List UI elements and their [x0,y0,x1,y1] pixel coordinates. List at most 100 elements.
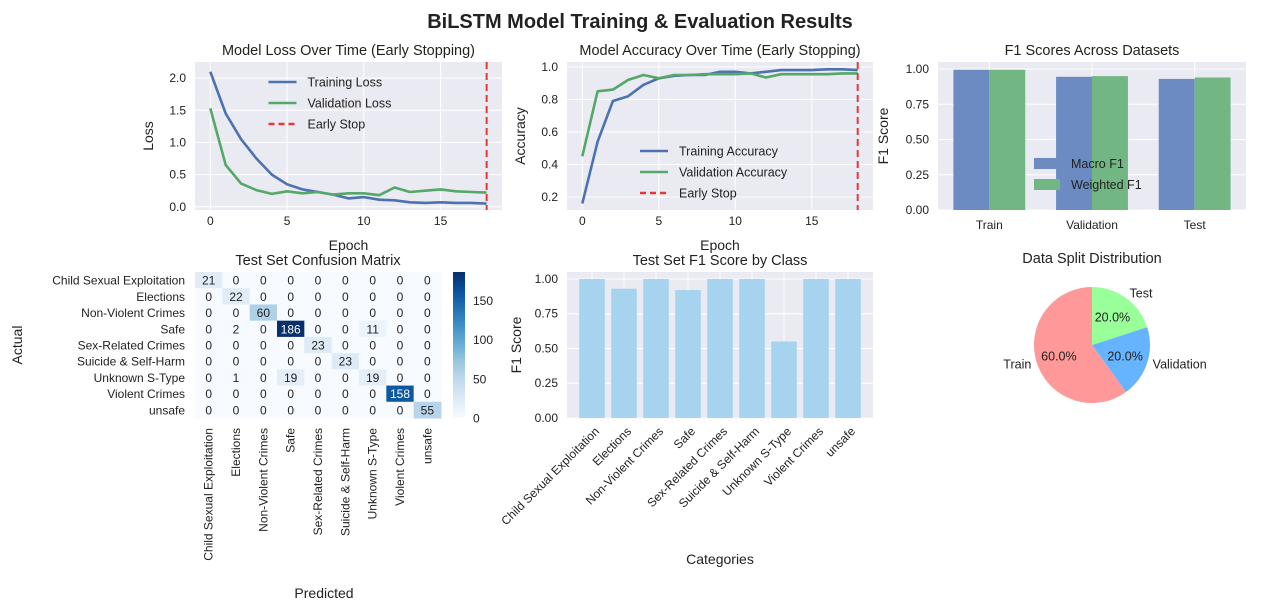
split-slice-pct: 20.0% [1107,349,1142,363]
confusion-xtick-label: Unknown S-Type [366,428,380,520]
confusion-cell [331,369,360,387]
f1_datasets-bar [1092,76,1128,210]
confusion-cell [359,336,387,354]
f1_datasets-legend-swatch [1034,179,1060,190]
confusion-cell-value: 21 [202,274,216,288]
f1_datasets-xtick-label: Validation [1066,218,1118,232]
f1_class-bar [643,278,669,418]
confusion-cell-value: 0 [397,355,404,369]
confusion-cell-value: 0 [424,274,431,288]
confusion-cell [249,304,278,322]
confusion-cell-value: 0 [397,322,404,336]
confusion-cell [277,336,305,354]
loss-xlabel: Epoch [329,237,369,253]
confusion-cell [386,385,415,403]
confusion-cell [277,353,305,370]
f1_class-xtick-label: unsafe [823,424,859,460]
confusion-cell-value: 0 [424,339,431,353]
f1_datasets-ylabel: F1 Score [875,107,891,164]
accuracy-xtick-label: 5 [655,214,662,228]
confusion-cell-value: 0 [287,306,294,320]
confusion-cell-value: 158 [390,387,410,401]
confusion-cell-value: 0 [369,387,376,401]
confusion-colorbar [453,272,465,418]
confusion-cell-value: 0 [397,339,404,353]
confusion-cell-value: 0 [342,339,349,353]
accuracy-legend-label: Early Stop [679,187,737,201]
f1_class-ylabel: F1 Score [508,316,524,373]
confusion-cell-value: 0 [233,339,240,353]
confusion-cell [195,304,223,322]
confusion-cell [304,320,333,338]
f1_datasets-ytick-label: 1.00 [906,62,930,76]
f1_datasets-bar [1056,76,1092,210]
confusion-cell [222,304,251,322]
confusion-cell [386,288,415,305]
f1_datasets-axes: F1 Scores Across Datasets 0.00 0.25 0.50 0.7… [875,43,1246,232]
confusion-xtick-label: Elections [229,428,243,477]
confusion-cell-value: 186 [281,322,301,336]
f1_datasets-ytick-label: 0.50 [906,133,930,147]
confusion-ytick-label: Safe [160,322,185,336]
accuracy-xlabel: Epoch [700,237,740,253]
confusion-cell [195,353,223,370]
confusion-cell [359,385,387,403]
confusion-cell-value: 0 [233,355,240,369]
confusion-cell [386,320,415,338]
confusion-cell [304,385,333,403]
confusion-cell [413,320,442,338]
confusion-cell [277,304,305,322]
confusion-cell [331,385,360,403]
confusion-cell [304,336,333,354]
confusion-cell-value: 0 [397,371,404,385]
f1_class-ytick-label: 1.00 [535,272,559,286]
confusion-title: Test Set Confusion Matrix [235,253,401,269]
confusion-cell [222,401,251,419]
confusion-cell-value: 0 [342,322,349,336]
confusion-cell-value: 19 [284,371,298,385]
loss-xtick-label: 0 [207,214,214,228]
confusion-cell [413,353,442,370]
confusion-xtick-label: Non-Violent Crimes [256,428,270,532]
confusion-cell [331,320,360,338]
split-slice-pct: 60.0% [1041,349,1076,363]
confusion-cell-value: 0 [287,355,294,369]
confusion-cell-value: 60 [257,306,271,320]
confusion-cell-value: 0 [315,387,322,401]
loss-xtick-label: 10 [357,214,371,228]
loss-ylabel: Loss [140,121,156,151]
confusion-cell [222,288,251,305]
confusion-cell-value: 1 [233,371,240,385]
confusion-cell [359,272,387,289]
confusion-cell-value: 0 [369,274,376,288]
f1_class-ytick-label: 0.75 [535,307,559,321]
confusion-cell-value: 0 [260,371,267,385]
f1_datasets-ytick-label: 0.00 [906,203,930,217]
f1_datasets-title: F1 Scores Across Datasets [1005,43,1180,59]
f1_datasets-ytick-label: 0.25 [906,168,930,182]
confusion-cell [386,272,415,289]
confusion-cell [195,272,223,289]
split-slice [1092,327,1150,392]
loss-series-line [209,107,487,197]
f1_datasets-xtick-label: Train [976,218,1003,232]
accuracy-ytick-label: 0.4 [541,157,558,171]
confusion-cell [359,401,387,419]
confusion-xtick-label: Violent Crimes [393,428,407,506]
confusion-cell [386,369,415,387]
confusion-ytick-label: Sex-Related Crimes [78,339,185,353]
confusion-cell [331,336,360,354]
f1_class-ytick-label: 0.00 [535,411,559,425]
f1_class-xtick-label: Child Sexual Exploitation [498,424,602,528]
accuracy-series-line [581,68,858,204]
confusion-cell-value: 0 [424,290,431,304]
split-slice [1092,287,1148,345]
confusion-cell-value: 0 [397,403,404,417]
figure-suptitle: BiLSTM Model Training & Evaluation Resul… [427,11,853,33]
confusion-cell-value: 0 [342,387,349,401]
confusion-cell-value: 0 [233,387,240,401]
confusion-cell [195,401,223,419]
f1_class-bar [739,278,765,418]
confusion-cell-value: 0 [397,290,404,304]
